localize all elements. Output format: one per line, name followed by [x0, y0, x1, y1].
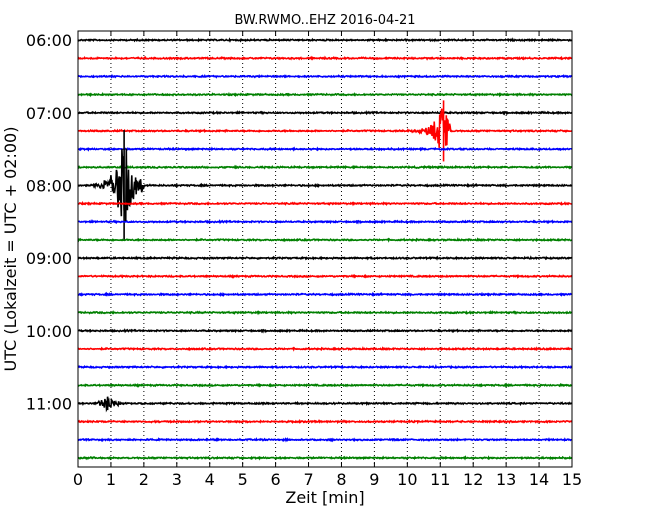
seismic-trace [77, 396, 573, 413]
seismic-trace [77, 146, 573, 152]
y-axis-label: UTC (Lokalzeit = UTC + 02:00) [1, 127, 20, 372]
seismic-trace [77, 91, 573, 98]
chart-title: BW.RWMO..EHZ 2016-04-21 [234, 13, 415, 28]
x-tick-label: 9 [369, 470, 379, 489]
y-axis-ticks: 06:00 07:00 08:00 09:00 10:00 11:00 [26, 31, 83, 413]
seismic-trace [77, 219, 573, 225]
seismic-trace [77, 291, 573, 298]
plot-frame [77, 30, 573, 468]
seismic-trace [77, 437, 573, 443]
x-tick-label: 12 [463, 470, 483, 489]
seismic-trace [77, 328, 573, 334]
seismic-trace [77, 273, 573, 279]
seismic-trace [77, 255, 573, 261]
seismic-trace [77, 73, 573, 79]
seismic-trace [77, 55, 573, 61]
x-axis-ticks: 0 1 2 3 4 5 6 7 8 9 10 11 12 13 14 15 [73, 31, 582, 489]
seismic-trace [77, 455, 573, 461]
vertical-gridlines [77, 31, 573, 467]
x-tick-label: 0 [73, 470, 83, 489]
y-tick-label: 06:00 [26, 31, 72, 50]
seismic-trace [77, 309, 573, 316]
y-tick-label: 08:00 [26, 176, 72, 195]
x-tick-label: 2 [139, 470, 149, 489]
x-tick-label: 3 [172, 470, 182, 489]
seismic-trace [77, 148, 573, 222]
x-tick-label: 1 [106, 470, 116, 489]
seismic-trace [77, 200, 573, 207]
y-tick-label: 07:00 [26, 104, 72, 123]
x-tick-label: 6 [271, 470, 281, 489]
x-tick-label: 13 [496, 470, 516, 489]
seismic-trace [77, 346, 573, 352]
x-tick-label: 8 [336, 470, 346, 489]
y-tick-label: 10:00 [26, 322, 72, 341]
seismic-trace [77, 164, 573, 170]
y-tick-label: 11:00 [26, 394, 72, 413]
seismic-traces [77, 37, 573, 461]
x-tick-label: 14 [529, 470, 549, 489]
x-tick-label: 5 [238, 470, 248, 489]
x-tick-label: 10 [397, 470, 417, 489]
x-tick-label: 11 [430, 470, 450, 489]
seismic-trace [77, 364, 573, 370]
y-tick-label: 09:00 [26, 249, 72, 268]
x-tick-label: 4 [205, 470, 215, 489]
seismic-trace [77, 237, 573, 243]
x-tick-label: 7 [303, 470, 313, 489]
seismic-trace [77, 108, 573, 148]
x-tick-label: 15 [562, 470, 582, 489]
seismic-trace [77, 37, 573, 43]
x-axis-label: Zeit [min] [285, 488, 364, 507]
seismic-trace [77, 382, 573, 388]
seismic-trace [77, 110, 573, 116]
seismic-trace [77, 418, 573, 425]
